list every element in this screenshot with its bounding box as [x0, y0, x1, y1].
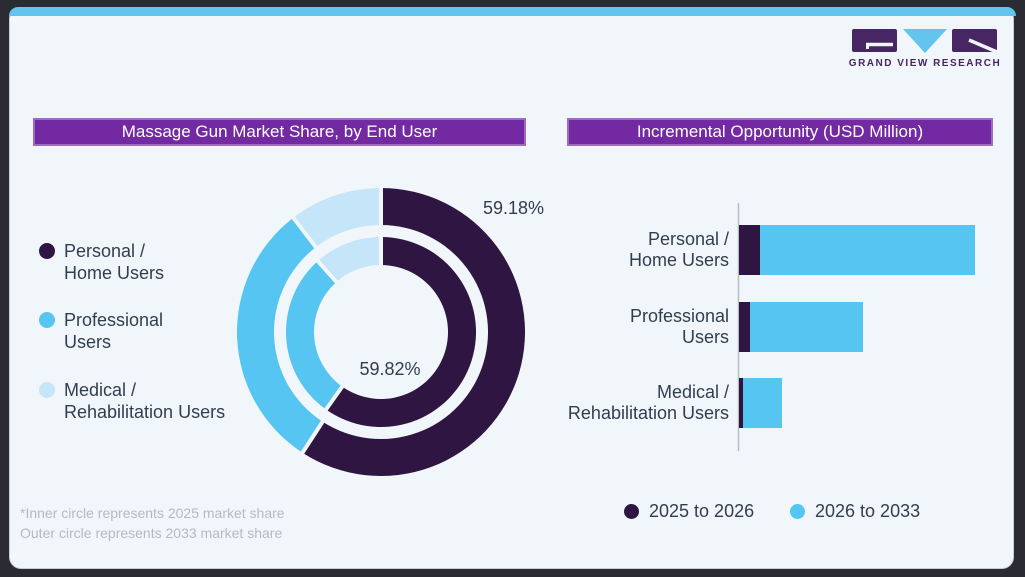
legend-dot-professional-icon — [39, 312, 55, 328]
right-chart-title: Incremental Opportunity (USD Million) — [567, 118, 993, 146]
donut-footnote: *Inner circle represents 2025 market sha… — [20, 503, 285, 543]
legend-label-line2: Users — [64, 332, 112, 352]
figure-card — [9, 7, 1014, 569]
legend-dot-personal-icon — [39, 243, 55, 259]
logo-v-triangle — [903, 29, 947, 53]
category-line1: Medical / — [656, 382, 729, 402]
legend-label-line1: Professional — [64, 310, 164, 330]
donut-inner-share-label: 59.82% — [359, 359, 421, 379]
legend-label: Personal / Home Users — [64, 240, 164, 284]
footnote-line2: Outer circle represents 2033 market shar… — [20, 525, 283, 541]
left-chart-title: Massage Gun Market Share, by End User — [33, 118, 526, 146]
legend-item-professional-users: Professional Users — [39, 309, 163, 353]
legend-item-medical-rehabilitation-users: Medical / Rehabilitation Users — [39, 379, 225, 423]
legend-label-line2: Rehabilitation Users — [64, 402, 226, 422]
top-accent-strip — [9, 7, 1016, 16]
category-line1: Professional — [629, 306, 729, 326]
legend-label-line1: Medical / — [64, 380, 137, 400]
legend-label: Professional Users — [64, 309, 163, 353]
bar-legend-item-2026-2033: 2026 to 2033 — [790, 502, 920, 520]
legend-label-line1: Personal / — [64, 241, 146, 261]
bar-legend-item-2025-2026: 2025 to 2026 — [624, 502, 754, 520]
legend-dot-2026-2033-icon — [790, 503, 805, 519]
legend-label: 2026 to 2033 — [815, 501, 921, 521]
grand-view-research-logo — [852, 29, 998, 54]
category-line2: Users — [681, 327, 729, 347]
legend-dot-2025-2026-icon — [624, 503, 639, 519]
legend-label: 2025 to 2026 — [649, 501, 755, 521]
footnote-line1: *Inner circle represents 2025 market sha… — [20, 505, 285, 521]
legend-label: Medical / Rehabilitation Users — [64, 379, 225, 423]
category-line2: Rehabilitation Users — [567, 403, 729, 423]
legend-dot-medical-icon — [39, 382, 55, 398]
bar-category-personal-home-users: Personal / Home Users — [529, 229, 729, 271]
category-line1: Personal / — [647, 229, 729, 249]
legend-label-line2: Home Users — [64, 263, 165, 283]
logo-r-cut — [968, 38, 998, 54]
bar-category-professional-users: Professional Users — [529, 306, 729, 348]
bar-category-medical-rehabilitation-users: Medical / Rehabilitation Users — [529, 382, 729, 424]
legend-item-personal-home-users: Personal / Home Users — [39, 240, 164, 284]
logo-wordmark: GRAND VIEW RESEARCH — [848, 58, 1002, 69]
donut-outer-share-label: 59.18% — [483, 198, 545, 218]
logo-g-block — [852, 29, 897, 52]
category-line2: Home Users — [628, 250, 729, 270]
